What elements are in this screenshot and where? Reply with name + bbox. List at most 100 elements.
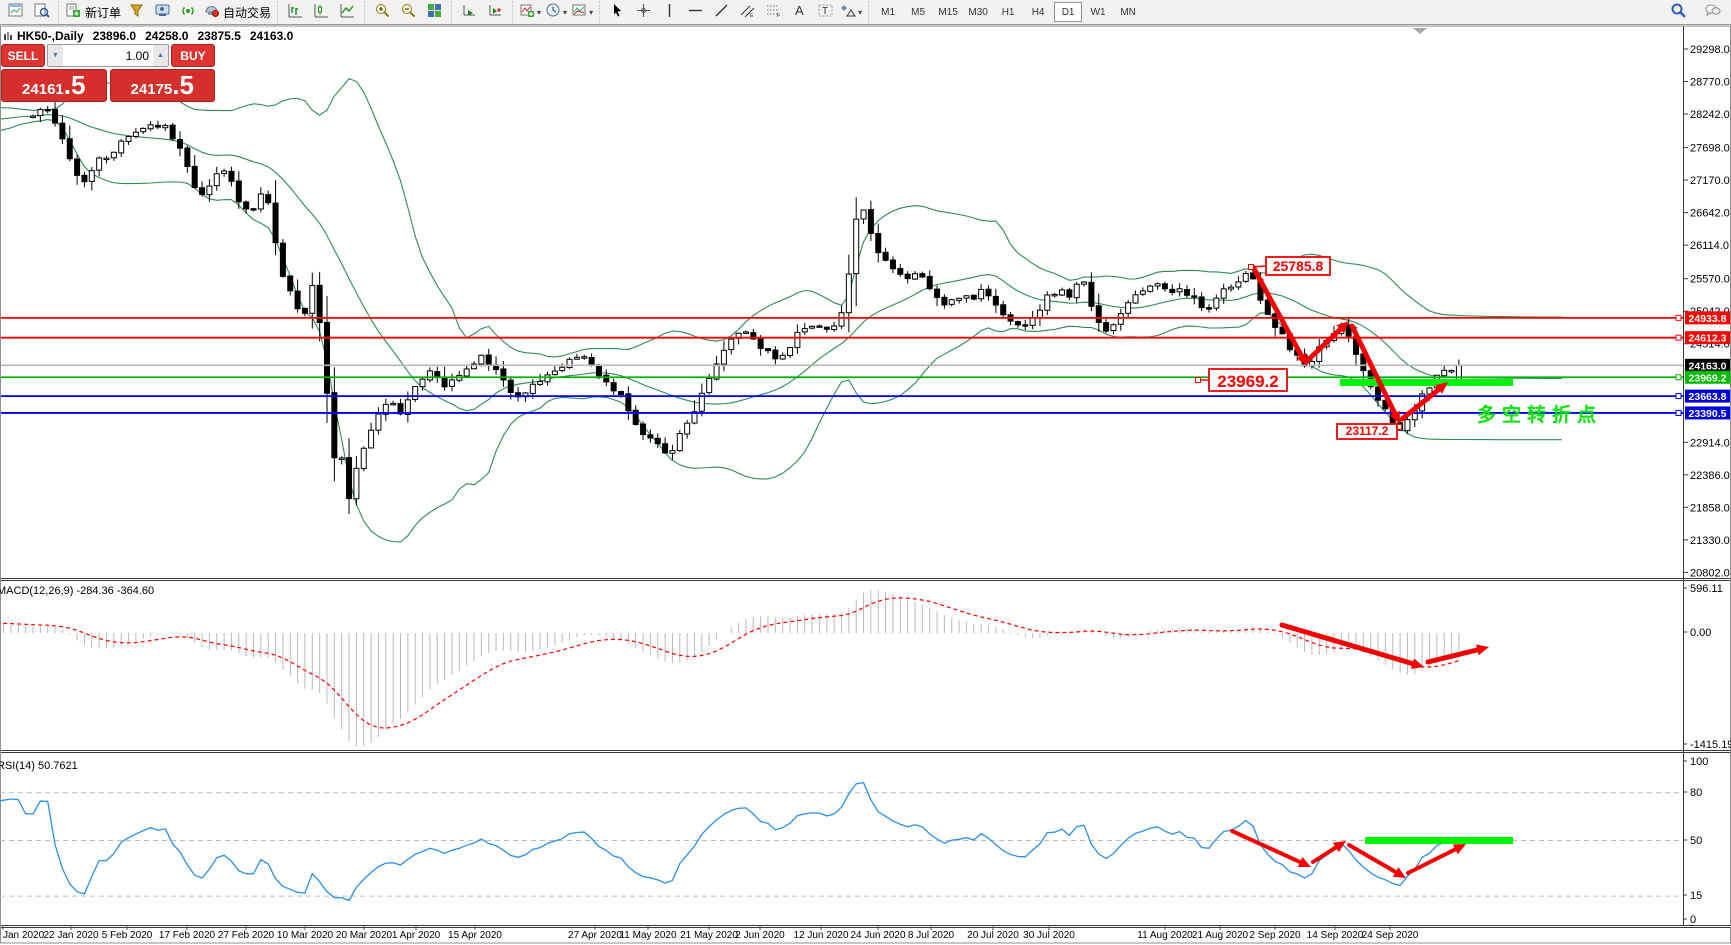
timeframe-MN[interactable]: MN	[1120, 6, 1136, 18]
svg-text:2 Jun 2020: 2 Jun 2020	[735, 930, 785, 941]
channel-button[interactable]: E	[734, 2, 760, 22]
chat-button[interactable]	[1699, 2, 1725, 22]
line-chart-button[interactable]	[334, 2, 360, 22]
svg-text:27698.0: 27698.0	[1690, 143, 1730, 155]
timeframe-W1[interactable]: W1	[1090, 6, 1106, 18]
tile-windows-button[interactable]	[421, 2, 447, 22]
sell-button[interactable]: SELL	[1, 44, 45, 67]
cn-annotation-text[interactable]: 多空转折点	[1477, 403, 1602, 426]
svg-text:27 Apr 2020: 27 Apr 2020	[568, 930, 622, 941]
svg-text:11 Aug 2020: 11 Aug 2020	[1137, 930, 1193, 941]
toolbar-group	[451, 1, 512, 23]
channel-icon: E	[739, 2, 756, 22]
toolbar-group	[0, 1, 58, 23]
svg-text:23663.8: 23663.8	[1689, 391, 1727, 403]
text-button[interactable]: A	[786, 2, 812, 22]
timeframe-M5[interactable]: M5	[911, 6, 926, 18]
timeframe-M15[interactable]: M15	[938, 6, 958, 18]
news-button[interactable]	[175, 2, 201, 22]
cursor-button[interactable]	[604, 2, 630, 22]
macd-signal-line	[0, 597, 1460, 729]
zoom-out-button[interactable]	[395, 2, 421, 22]
chart-shift-button[interactable]	[482, 2, 508, 22]
svg-text:24 Sep 2020: 24 Sep 2020	[1362, 930, 1419, 941]
shapes-button[interactable]: ▾	[838, 2, 864, 22]
volume-decrease-button[interactable]: ▼	[48, 45, 63, 66]
zoom-in-icon	[374, 2, 391, 22]
sell-price[interactable]: 24161.5	[1, 69, 107, 102]
search-button[interactable]	[1665, 2, 1691, 22]
line-endpoint[interactable]	[1675, 374, 1682, 381]
low-value: 23875.5	[197, 29, 241, 43]
timeframe-H1[interactable]: H1	[1001, 6, 1015, 18]
fibonacci-icon: F	[765, 2, 782, 22]
chart-window-button[interactable]	[2, 2, 28, 22]
fibonacci-button[interactable]: F	[760, 2, 786, 22]
timeframe-H4[interactable]: H4	[1031, 6, 1045, 18]
horizontal-line-icon	[687, 2, 704, 22]
date-axis: Jan 2020 22 Jan 2020 5 Feb 2020 17 Feb 2020…	[2, 925, 1419, 941]
buy-price[interactable]: 24175.5	[109, 69, 215, 102]
periods-button[interactable]: ▾	[543, 2, 569, 22]
volume-increase-button[interactable]: ▲	[153, 45, 168, 66]
volume-spinner: ▼ ▲	[47, 44, 169, 67]
terminal-button[interactable]	[149, 2, 175, 22]
new-order-button[interactable]: 新订单	[63, 2, 123, 22]
periods-icon	[545, 2, 562, 22]
price-tag	[1336, 423, 1398, 440]
templates-button[interactable]: ▾	[569, 2, 595, 22]
svg-text:10 Mar 2020: 10 Mar 2020	[277, 930, 334, 941]
zoom-in-button[interactable]	[369, 2, 395, 22]
close-value: 24163.0	[249, 29, 294, 43]
line-endpoint[interactable]	[1675, 314, 1682, 321]
svg-text:80: 80	[1690, 787, 1702, 799]
bar-chart-button[interactable]	[282, 2, 308, 22]
svg-text:23117.2: 23117.2	[1346, 424, 1389, 438]
buy-button[interactable]: BUY	[171, 44, 215, 67]
pane-separators[interactable]	[0, 25, 1731, 944]
vertical-line-button[interactable]	[656, 2, 682, 22]
svg-text:24 Jun 2020: 24 Jun 2020	[850, 930, 905, 941]
svg-text:20 Mar 2020: 20 Mar 2020	[336, 930, 393, 941]
toolbar-group	[277, 1, 364, 23]
line-endpoint[interactable]	[1675, 409, 1682, 416]
trendline-button[interactable]	[708, 2, 734, 22]
chart-shift-marker[interactable]	[1413, 28, 1427, 34]
preview-button[interactable]	[28, 2, 54, 22]
support-level-bar	[1340, 379, 1513, 386]
autotrading-button[interactable]: 自动交易	[201, 2, 273, 22]
candlestick-button[interactable]	[308, 2, 334, 22]
svg-text:24933.8: 24933.8	[1689, 313, 1727, 325]
price-tag	[1208, 368, 1288, 392]
auto-scroll-button[interactable]	[456, 2, 482, 22]
svg-text:17 Feb 2020: 17 Feb 2020	[159, 930, 216, 941]
crosshair-button[interactable]	[630, 2, 656, 22]
timeframe-group: M1 M5 M15 M30 H1 H4 D1 W1 MN	[868, 1, 1147, 23]
svg-text:5 Feb 2020: 5 Feb 2020	[102, 930, 153, 941]
timeframe-D1[interactable]: D1	[1054, 2, 1083, 22]
line-endpoint[interactable]	[1675, 334, 1682, 341]
volume-input[interactable]	[63, 45, 153, 66]
indicator-axes: 596.11 0.00 -1415.19 100 80 50 15 0	[1683, 583, 1731, 926]
svg-text:50: 50	[1690, 835, 1702, 847]
svg-text:21858.0: 21858.0	[1690, 502, 1730, 514]
analysis-annotations[interactable]: 25785.8 23969.2 23117.2 多空转折点	[1195, 256, 1603, 878]
svg-text:24612.3: 24612.3	[1689, 333, 1727, 345]
timeframe-M30[interactable]: M30	[968, 6, 988, 18]
svg-text:22 Jan 2020: 22 Jan 2020	[43, 930, 98, 941]
price-axis: 29298.0 28770.0 28242.0 27698.0 27170.0 26642…	[1683, 44, 1730, 579]
metaeditor-button[interactable]	[123, 2, 149, 22]
timeframe-M1[interactable]: M1	[881, 6, 896, 18]
line-endpoint[interactable]	[1675, 393, 1682, 400]
svg-text:28770.0: 28770.0	[1690, 77, 1730, 89]
label-button[interactable]: T	[812, 2, 838, 22]
svg-text:100: 100	[1690, 756, 1708, 768]
candlestick-icon	[313, 2, 330, 22]
chevron-down-icon: ▾	[563, 7, 568, 17]
svg-text:20 Jul 2020: 20 Jul 2020	[967, 930, 1019, 941]
terminal-icon	[154, 2, 171, 22]
svg-text:0.00: 0.00	[1690, 627, 1711, 639]
horizontal-line-button[interactable]	[682, 2, 708, 22]
indicators-button[interactable]: ▾	[517, 2, 543, 22]
svg-text:30 Jul 2020: 30 Jul 2020	[1023, 930, 1075, 941]
